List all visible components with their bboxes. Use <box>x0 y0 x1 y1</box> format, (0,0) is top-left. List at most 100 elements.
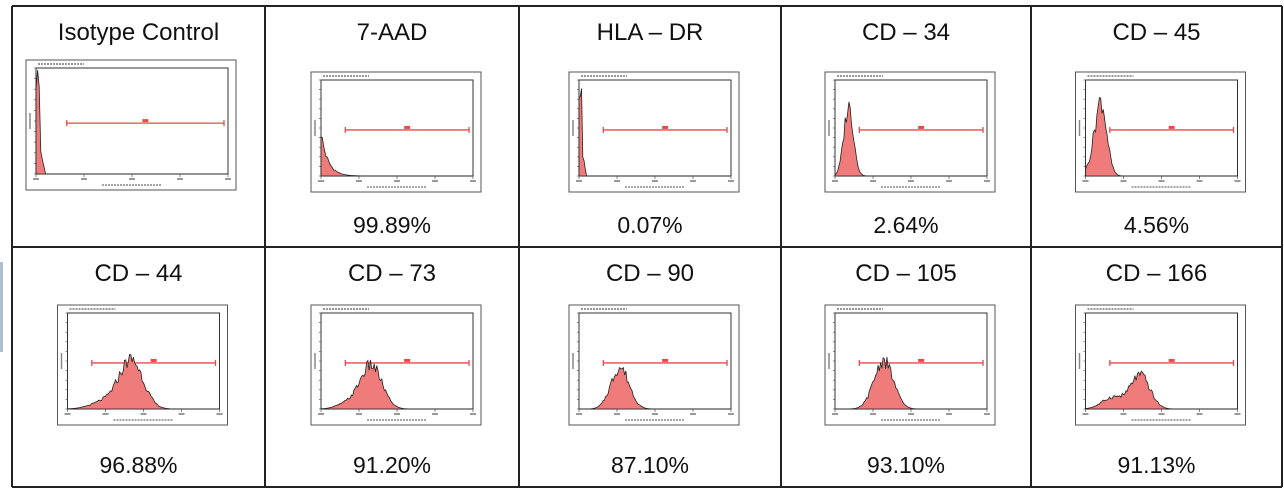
x-tick-label <box>1120 180 1127 182</box>
gate-label <box>662 358 669 362</box>
x-tick-label <box>394 180 400 182</box>
cell-9: CD – 105 93.10% <box>824 260 996 478</box>
histogram-plot <box>57 304 228 426</box>
gate-label <box>142 119 149 123</box>
x-tick-label <box>129 178 135 180</box>
histogram-area <box>1085 97 1238 177</box>
plot-frame <box>824 304 996 426</box>
x-tick-label <box>870 413 876 415</box>
cell-3: HLA – DR 0.07% <box>568 19 740 238</box>
x-tick-label <box>1082 413 1089 415</box>
histogram-area <box>320 359 473 410</box>
cells-group: Isotype Control 7-AAD 99.89% HLA – DR 0.07% C… <box>25 19 1246 478</box>
percent-label: 4.56% <box>1124 212 1189 238</box>
percent-label: 93.10% <box>867 452 945 478</box>
percent-label: 96.88% <box>99 452 177 478</box>
x-tick-label <box>216 413 223 415</box>
x-tick-label <box>1120 413 1127 415</box>
x-tick-label <box>908 413 914 415</box>
x-tick-label <box>1082 180 1089 182</box>
cell-1: Isotype Control <box>25 19 237 191</box>
histogram-plot <box>310 304 482 426</box>
x-tick-label <box>225 178 231 180</box>
histogram-plot <box>25 59 237 191</box>
x-tick-label <box>576 413 582 415</box>
x-tick-label <box>728 413 734 415</box>
left-edge-strip <box>0 262 3 352</box>
plot-frame <box>25 59 237 191</box>
panel-title: 7-AAD <box>357 19 428 46</box>
cell-2: 7-AAD 99.89% <box>310 19 482 238</box>
x-tick-label <box>690 413 696 415</box>
x-tick-label <box>832 180 838 182</box>
x-tick-label <box>908 180 914 182</box>
percent-label: 99.89% <box>353 212 431 238</box>
x-tick-label <box>470 180 476 182</box>
x-tick-label <box>318 413 324 415</box>
histogram-area <box>1085 370 1238 410</box>
histogram-area <box>35 70 228 175</box>
x-tick-label <box>1196 413 1203 415</box>
gate-label <box>404 358 411 362</box>
x-tick-label <box>1234 413 1241 415</box>
table-grid <box>11 5 1283 488</box>
histogram-area <box>835 356 987 410</box>
panel-title: HLA – DR <box>597 19 704 46</box>
x-tick-label <box>1158 180 1165 182</box>
cell-5: CD – 45 4.56% <box>1075 19 1246 238</box>
x-tick-label <box>1234 180 1241 182</box>
x-tick-label <box>102 413 109 415</box>
panel-title: CD – 90 <box>606 260 694 287</box>
plot-frame <box>568 304 740 426</box>
plot-frame <box>568 71 740 193</box>
histogram-plot <box>1075 71 1246 193</box>
gate-label <box>662 125 669 129</box>
x-tick-label <box>614 413 620 415</box>
cell-6: CD – 44 96.88% <box>57 260 228 478</box>
x-tick-label <box>946 413 952 415</box>
histogram-plot <box>824 71 996 193</box>
histogram-plot <box>1075 304 1246 426</box>
x-tick-label <box>832 413 838 415</box>
x-tick-label <box>690 180 696 182</box>
panel-title: CD – 73 <box>348 260 436 287</box>
x-tick-label <box>178 413 185 415</box>
cell-7: CD – 73 91.20% <box>310 260 482 478</box>
gate-label <box>1168 125 1175 129</box>
x-tick-label <box>652 413 658 415</box>
x-tick-label <box>140 413 147 415</box>
x-tick-label <box>1196 180 1203 182</box>
gate-label <box>150 358 157 362</box>
histogram-plot <box>568 71 740 193</box>
percent-label: 91.20% <box>353 452 431 478</box>
histogram-area <box>578 88 731 177</box>
panel-title: CD – 34 <box>862 19 950 46</box>
gate-label <box>918 358 925 362</box>
histogram-area <box>67 354 220 410</box>
x-tick-label <box>984 180 990 182</box>
x-tick-label <box>394 413 400 415</box>
x-tick-label <box>356 180 362 182</box>
histogram-plot <box>568 304 740 426</box>
plot-frame <box>310 71 482 193</box>
x-tick-label <box>652 180 658 182</box>
x-tick-label <box>356 413 362 415</box>
x-tick-label <box>1158 413 1165 415</box>
x-tick-label <box>946 180 952 182</box>
percent-label: 2.64% <box>873 212 938 238</box>
histogram-area <box>320 136 473 177</box>
cell-4: CD – 34 2.64% <box>824 19 996 238</box>
x-tick-label <box>870 180 876 182</box>
x-tick-label <box>984 413 990 415</box>
gate-label <box>1168 358 1175 362</box>
histogram-area <box>834 101 987 177</box>
percent-label: 87.10% <box>611 452 689 478</box>
panel-title: CD – 105 <box>855 260 956 287</box>
panel-title: CD – 45 <box>1112 19 1200 46</box>
percent-label: 91.13% <box>1117 452 1195 478</box>
panel-title: CD – 166 <box>1106 260 1207 287</box>
x-tick-label <box>64 413 71 415</box>
x-tick-label <box>177 178 183 180</box>
percent-label: 0.07% <box>617 212 682 238</box>
